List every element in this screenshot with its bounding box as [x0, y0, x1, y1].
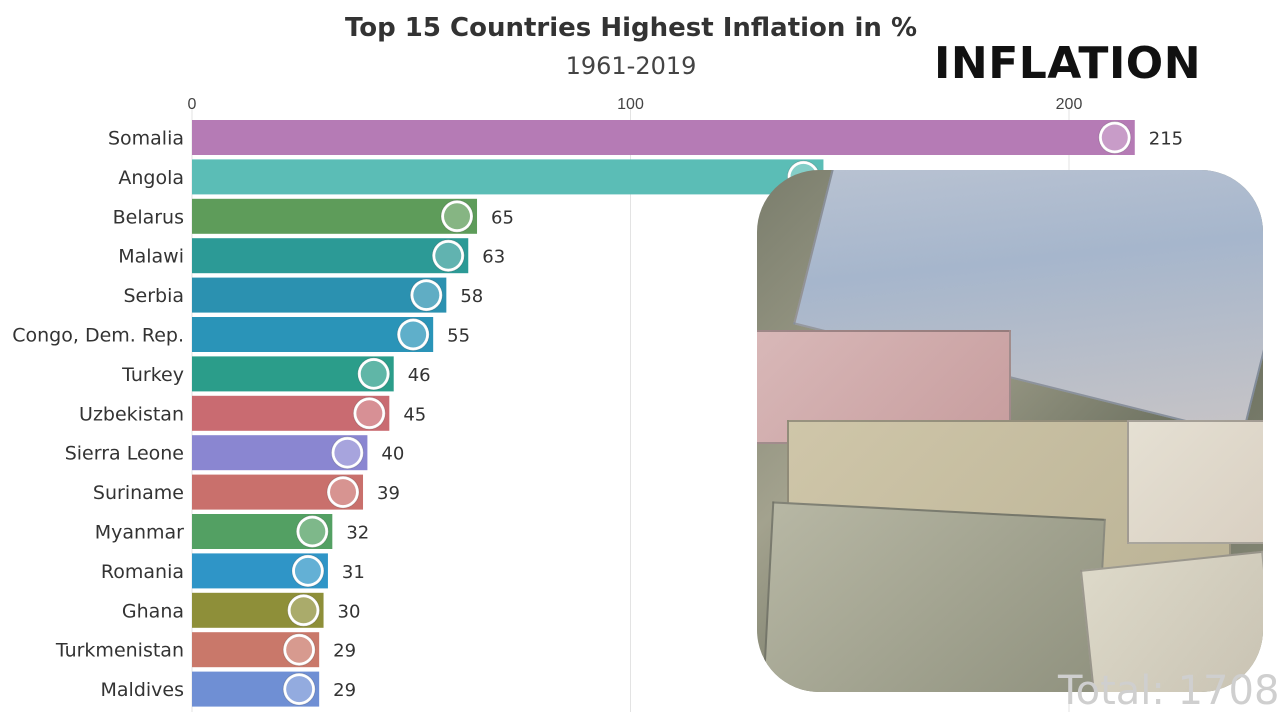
- bar-5: [192, 317, 434, 352]
- category-label: Ghana: [122, 600, 184, 622]
- category-label: Turkey: [121, 364, 184, 386]
- value-label: 29: [333, 641, 356, 662]
- sierra-leone-flag-icon: [334, 439, 361, 466]
- uzbekistan-flag-icon: [356, 400, 383, 427]
- belarus-flag-icon: [444, 203, 471, 230]
- x-tick-label: 100: [617, 96, 644, 113]
- bar-4: [192, 277, 447, 313]
- malawi-flag-icon: [435, 242, 462, 269]
- chart-title: Top 15 Countries Highest Inflation in %: [345, 13, 917, 43]
- category-label: Sierra Leone: [65, 443, 184, 465]
- x-tick-label: 0: [188, 96, 197, 113]
- category-label: Angola: [118, 167, 184, 189]
- bar-1: [192, 159, 824, 195]
- bar-2: [192, 198, 478, 234]
- congo-dem-rep-flag-icon: [400, 321, 427, 348]
- value-label: 31: [342, 562, 365, 583]
- chart-subtitle: 1961-2019: [566, 52, 697, 80]
- value-label: 40: [381, 444, 404, 465]
- category-label: Romania: [101, 561, 184, 583]
- category-label: Somalia: [108, 128, 184, 150]
- total-counter: Total: 1708: [1058, 668, 1280, 714]
- value-label: 65: [491, 207, 514, 228]
- x-axis-ticks: 0 100 200: [188, 96, 1083, 113]
- overlay-heading: INFLATION: [934, 38, 1202, 89]
- turkmenistan-flag-icon: [286, 636, 313, 663]
- value-label: 58: [460, 286, 483, 307]
- x-tick-label: 200: [1056, 96, 1083, 113]
- value-label: 215: [1149, 129, 1183, 150]
- bars: Somalia 215 Angola Belarus 65 Malawi 63 Serbia 5…: [12, 120, 1183, 707]
- bar-3: [192, 238, 469, 274]
- category-label: Uzbekistan: [79, 403, 184, 425]
- banknote-image: [762, 501, 1106, 692]
- category-label: Myanmar: [95, 522, 184, 544]
- value-label: 30: [338, 601, 361, 622]
- category-label: Serbia: [123, 285, 184, 307]
- banknote-image: [1127, 420, 1263, 544]
- turkey-flag-icon: [360, 360, 387, 387]
- maldives-flag-icon: [286, 676, 313, 703]
- banknotes-photo: [757, 170, 1263, 692]
- value-label: 63: [482, 247, 505, 268]
- category-label: Turkmenistan: [55, 640, 184, 662]
- category-label: Suriname: [93, 482, 184, 504]
- myanmar-flag-icon: [299, 518, 326, 545]
- value-label: 46: [408, 365, 431, 386]
- category-label: Belarus: [113, 206, 184, 228]
- somalia-flag-icon: [1101, 124, 1128, 151]
- suriname-flag-icon: [330, 479, 357, 506]
- value-label: 45: [403, 404, 426, 425]
- value-label: 39: [377, 483, 400, 504]
- value-label: 29: [333, 680, 356, 701]
- bar-0: [192, 120, 1135, 155]
- value-label: 32: [346, 523, 369, 544]
- serbia-flag-icon: [413, 282, 440, 309]
- category-label: Maldives: [101, 679, 185, 701]
- value-label: 55: [447, 326, 470, 347]
- category-label: Malawi: [118, 246, 184, 268]
- ghana-flag-icon: [290, 597, 317, 624]
- category-label: Congo, Dem. Rep.: [12, 325, 184, 347]
- romania-flag-icon: [294, 557, 321, 584]
